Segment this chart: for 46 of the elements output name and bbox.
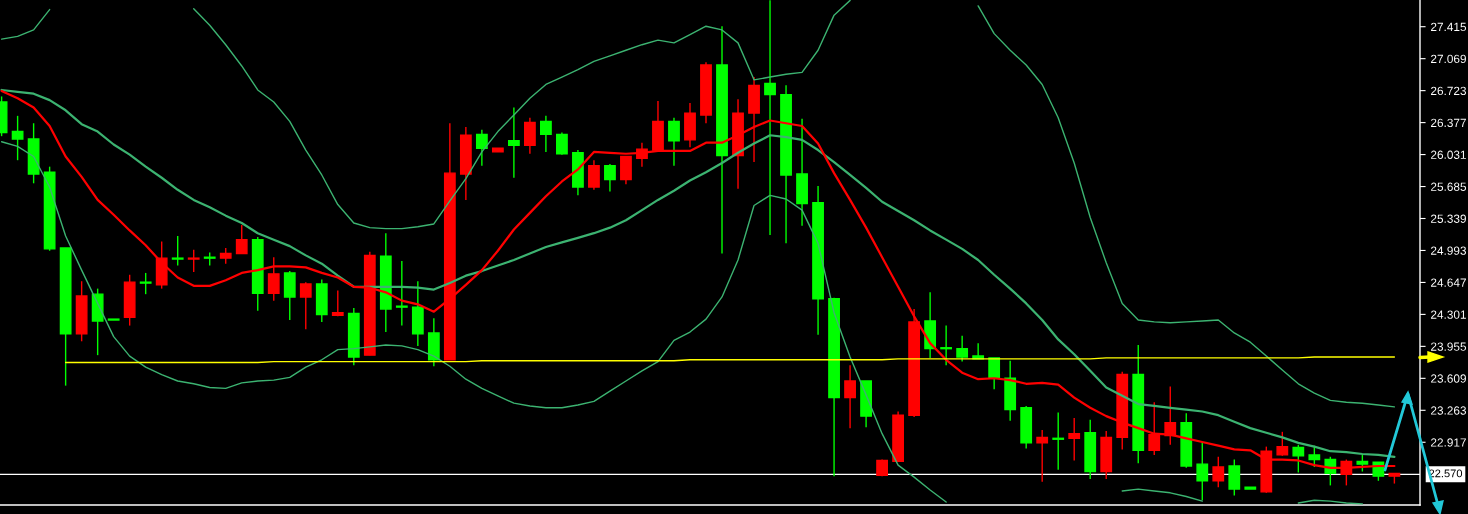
candlestick bbox=[524, 117, 536, 155]
candlestick bbox=[331, 289, 344, 318]
candlestick bbox=[956, 335, 969, 363]
y-tick-label: 26.377 bbox=[1431, 118, 1466, 127]
y-tick-label: 25.685 bbox=[1431, 182, 1467, 191]
candlestick bbox=[1228, 458, 1241, 497]
y-tick-label: 23.609 bbox=[1431, 374, 1466, 383]
y-tick-label: 22.917 bbox=[1431, 438, 1466, 447]
candlestick bbox=[267, 256, 280, 302]
candlestick bbox=[395, 260, 408, 327]
candlestick bbox=[475, 129, 488, 167]
y-tick-label: 24.993 bbox=[1431, 246, 1467, 255]
candlestick bbox=[668, 117, 680, 167]
y-tick-label: 23.955 bbox=[1431, 342, 1467, 351]
candlestick bbox=[620, 155, 632, 185]
candlestick bbox=[988, 357, 1001, 391]
candlestick bbox=[1212, 456, 1225, 488]
candlestick bbox=[1068, 417, 1081, 462]
candlestick bbox=[844, 364, 856, 429]
candlestick bbox=[171, 235, 184, 267]
candlestick bbox=[588, 159, 600, 191]
y-tick-label: 25.339 bbox=[1431, 214, 1466, 223]
y-tick-label: 26.723 bbox=[1431, 86, 1467, 96]
y-tick-label: 27.069 bbox=[1431, 54, 1466, 64]
candlestick bbox=[187, 249, 200, 273]
candlestick bbox=[764, 0, 776, 236]
candlestick bbox=[604, 163, 616, 193]
candlestick bbox=[299, 281, 312, 330]
candlestick bbox=[1036, 429, 1049, 483]
y-tick-label: 24.647 bbox=[1431, 278, 1466, 287]
candlestick bbox=[507, 106, 520, 179]
candlestick bbox=[1196, 441, 1209, 501]
y-tick-label: 27.415 bbox=[1431, 22, 1467, 32]
candlestick bbox=[1052, 411, 1065, 471]
candlestick bbox=[540, 115, 552, 153]
y-tick-label: 23.263 bbox=[1431, 406, 1467, 415]
candlestick bbox=[1276, 431, 1289, 457]
candlestick bbox=[556, 131, 568, 156]
candlestick bbox=[1148, 401, 1161, 456]
candlestick bbox=[940, 324, 953, 367]
candlestick bbox=[1292, 444, 1305, 474]
candlestick bbox=[139, 272, 152, 295]
candlestick bbox=[235, 224, 248, 255]
y-tick-label: 24.301 bbox=[1431, 310, 1466, 319]
candlestick bbox=[11, 115, 24, 161]
y-tick-label: 26.031 bbox=[1431, 150, 1466, 159]
